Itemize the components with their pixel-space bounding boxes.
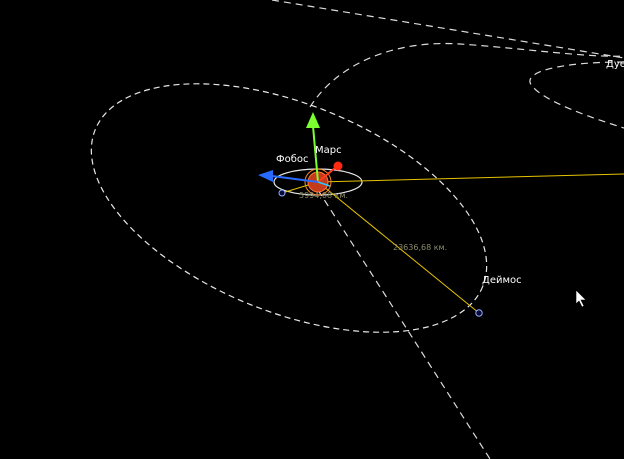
moon-phobos-marker[interactable] <box>278 189 286 197</box>
label-mars: Марс <box>315 145 342 156</box>
distance-inner: 5994,08 км. <box>299 191 348 200</box>
measure-line-horizontal <box>317 173 624 183</box>
label-offscreen: Дуе <box>606 59 624 70</box>
planet-ring-gizmo <box>304 168 332 196</box>
moon-deimos-marker[interactable] <box>475 309 483 317</box>
measure-line-deimos <box>317 181 480 314</box>
label-phobos: Фобос <box>276 154 309 165</box>
orbit-deimos <box>90 83 488 333</box>
label-deimos: Деймос <box>482 275 522 286</box>
orbit-top <box>271 0 624 59</box>
transform-gizmo-icon[interactable] <box>258 112 343 187</box>
orbit-descending <box>317 189 491 459</box>
orbit-right <box>529 61 624 129</box>
arrow-cursor-icon <box>575 289 587 308</box>
orbit-large <box>309 42 624 108</box>
distance-outer: 23636,68 км. <box>393 243 447 252</box>
